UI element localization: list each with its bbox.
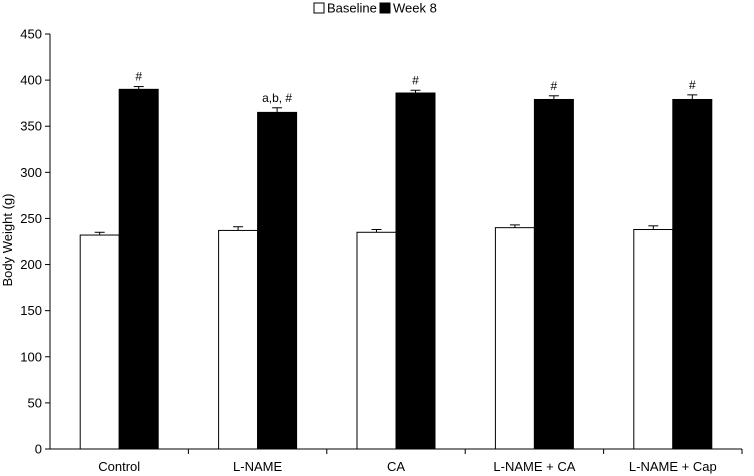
bar-week8 — [395, 92, 436, 450]
legend: Baseline Week 8 — [313, 1, 437, 16]
y-axis-title: Body Weight (g) — [0, 194, 15, 287]
legend-swatch-baseline — [313, 2, 325, 14]
x-axis: Control L-NAME CA L-NAME + CA L-NAME + Cap — [50, 448, 743, 474]
y-axis: 0 50 100 150 200 250 300 350 400 450 — [20, 27, 51, 457]
bar-baseline — [79, 234, 120, 450]
x-category-label: L-NAME — [233, 459, 282, 474]
y-tick-label: 300 — [20, 165, 42, 180]
bar-baseline — [218, 229, 259, 450]
x-category-label: L-NAME + CA — [493, 459, 575, 474]
legend-label: Week 8 — [393, 1, 437, 16]
bar-baseline — [356, 231, 397, 450]
x-category-label: Control — [98, 459, 140, 474]
x-category-label: CA — [387, 459, 405, 474]
bar-week8 — [533, 98, 574, 450]
bar-annotation: # — [689, 78, 696, 92]
bar-annotation: # — [412, 73, 419, 87]
y-tick-label: 450 — [20, 27, 42, 42]
y-tick-label: 0 — [35, 442, 42, 457]
y-tick-label: 400 — [20, 73, 42, 88]
y-tick-label: 150 — [20, 303, 42, 318]
bar-week8 — [118, 88, 159, 450]
y-tick-label: 350 — [20, 119, 42, 134]
bar-baseline — [633, 229, 674, 450]
bar-baseline — [494, 227, 535, 450]
y-tick-label: 250 — [20, 211, 42, 226]
bar-annotation: # — [135, 70, 142, 84]
legend-label: Baseline — [327, 1, 377, 16]
x-category-label: L-NAME + Cap — [629, 459, 717, 474]
bars: # a,b, # # # # — [79, 70, 713, 450]
y-tick-label: 50 — [28, 395, 42, 410]
bar-week8 — [672, 98, 713, 450]
bar-annotation: # — [551, 79, 558, 93]
bar-week8 — [257, 111, 298, 450]
y-tick-label: 200 — [20, 257, 42, 272]
y-tick-label: 100 — [20, 349, 42, 364]
legend-swatch-week8 — [379, 2, 391, 14]
bar-annotation: a,b, # — [262, 91, 292, 105]
